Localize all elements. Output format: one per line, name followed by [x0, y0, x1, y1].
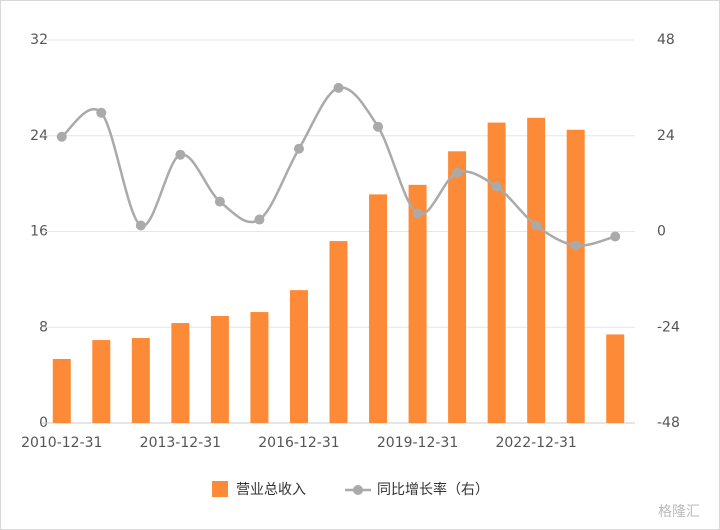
- y-tick-label: 32: [30, 32, 48, 48]
- legend-swatch: [353, 485, 363, 495]
- legend-swatch: [212, 481, 228, 497]
- legend-text: 营业总收入: [236, 482, 306, 498]
- watermark: 格隆汇: [658, 504, 700, 520]
- bar: [289, 290, 308, 423]
- y2-tick-label: 0: [657, 224, 666, 240]
- bar: [448, 151, 467, 423]
- bar: [566, 129, 585, 423]
- y2-tick-label: -24: [657, 319, 680, 335]
- line-point: [610, 231, 621, 242]
- line-point: [373, 121, 384, 132]
- bar: [92, 340, 111, 423]
- bar: [329, 241, 348, 423]
- bar: [131, 338, 150, 423]
- line-point: [293, 143, 304, 154]
- y2-tick-label: -48: [657, 415, 680, 431]
- bar: [408, 184, 427, 423]
- x-tick-label: 2010-12-31: [21, 435, 102, 451]
- bar: [210, 315, 229, 423]
- bar: [52, 358, 71, 423]
- line-point: [96, 107, 107, 118]
- bar: [487, 122, 506, 423]
- y2-tick-label: 48: [657, 32, 675, 48]
- line-point: [531, 220, 542, 231]
- line-point: [452, 167, 463, 178]
- line-point: [491, 181, 502, 192]
- line-point: [175, 149, 186, 160]
- x-tick-label: 2019-12-31: [377, 435, 458, 451]
- line-point: [570, 240, 581, 251]
- legend-text: 同比增长率（右）: [377, 481, 489, 498]
- y-tick-label: 24: [30, 128, 48, 144]
- x-tick-label: 2013-12-31: [140, 435, 221, 451]
- line-point: [333, 82, 344, 93]
- bar: [606, 334, 625, 423]
- x-tick-label: 2022-12-31: [495, 435, 576, 451]
- bar: [369, 194, 388, 423]
- line-point: [214, 196, 225, 207]
- bar: [250, 312, 269, 423]
- y-tick-label: 16: [30, 224, 48, 240]
- bar: [527, 117, 546, 423]
- line-point: [135, 220, 146, 231]
- line-point: [412, 208, 423, 219]
- line-point: [56, 131, 67, 142]
- bar: [171, 323, 190, 423]
- x-tick-label: 2016-12-31: [258, 435, 339, 451]
- y2-tick-label: 24: [657, 128, 675, 144]
- line-point: [254, 214, 265, 225]
